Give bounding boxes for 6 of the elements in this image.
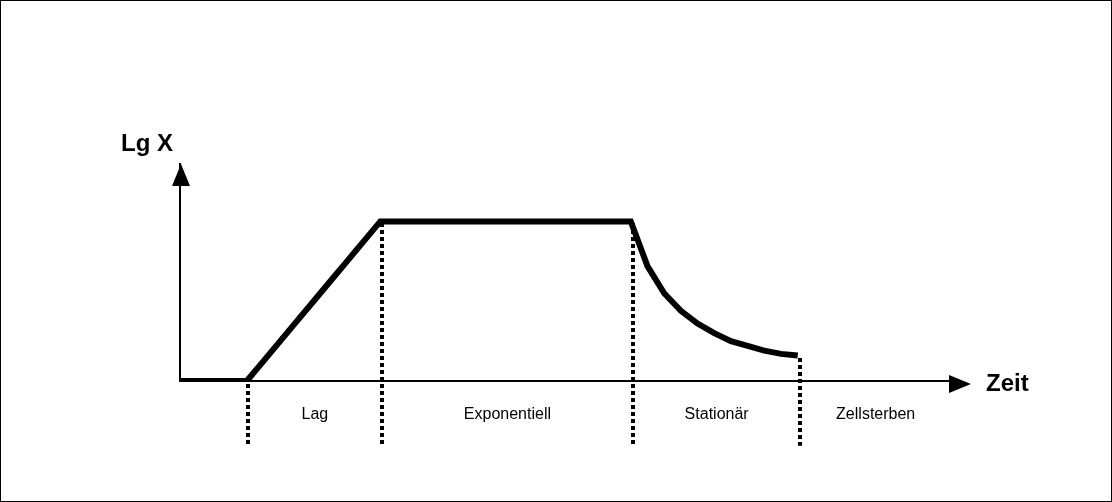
x-axis-title: Zeit [986, 369, 1029, 397]
text: Stationär [683, 405, 750, 423]
text: Exponentiell [462, 405, 552, 423]
text: Zellsterben [835, 405, 917, 423]
y-axis-title: Lg X [121, 129, 173, 157]
text: Lag [300, 405, 330, 423]
